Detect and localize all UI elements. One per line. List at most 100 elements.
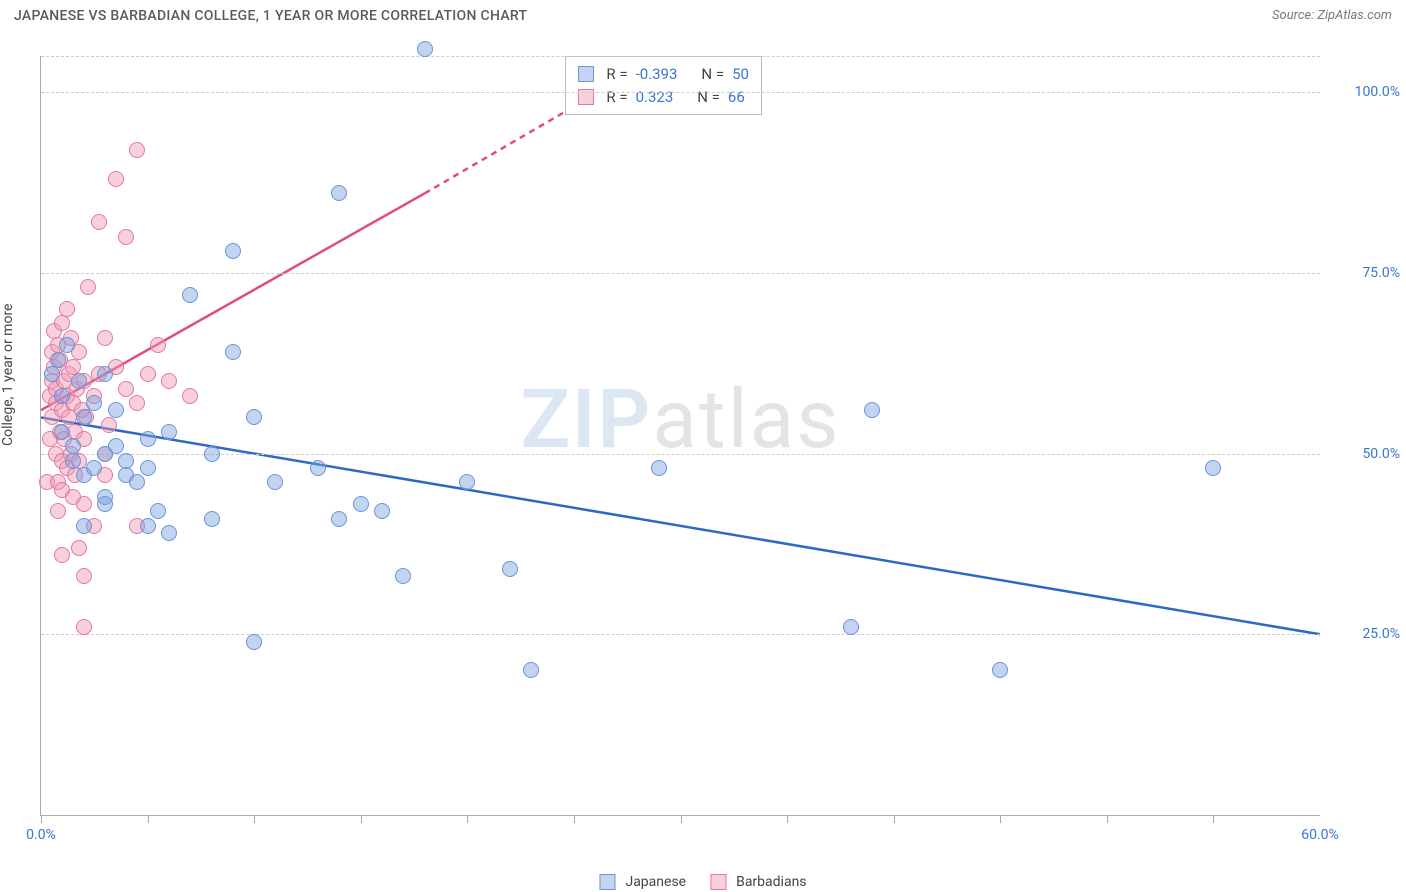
x-tick-label: 60.0%: [1301, 827, 1339, 843]
x-tick: [467, 815, 468, 823]
point-japanese: [204, 446, 220, 462]
point-barbadians: [50, 503, 66, 519]
trendlines-layer: [41, 56, 1320, 815]
series-legend: Japanese Barbadians: [599, 874, 806, 890]
y-tick-label: 75.0%: [1330, 265, 1400, 281]
point-barbadians: [150, 337, 166, 353]
source-label: Source: ZipAtlas.com: [1272, 8, 1392, 23]
stat-r-label: R =: [606, 86, 627, 109]
point-barbadians: [182, 388, 198, 404]
plot-area: ZIPatlas R =-0.393N =50R = 0.323N =66 25…: [40, 56, 1320, 816]
x-tick: [574, 815, 575, 823]
stats-box: R =-0.393N =50R = 0.323N =66: [565, 56, 762, 115]
point-barbadians: [118, 229, 134, 245]
point-barbadians: [97, 330, 113, 346]
point-japanese: [65, 453, 81, 469]
x-tick: [41, 815, 42, 823]
legend-item: Japanese: [599, 874, 686, 890]
point-barbadians: [59, 301, 75, 317]
x-tick: [254, 815, 255, 823]
stat-r-value: 0.323: [636, 86, 674, 109]
legend-swatch: [599, 874, 615, 890]
point-japanese: [44, 366, 60, 382]
stat-n-value: 50: [732, 63, 749, 86]
point-japanese: [310, 460, 326, 476]
point-japanese: [97, 366, 113, 382]
point-barbadians: [161, 373, 177, 389]
stat-n-label: N =: [697, 86, 720, 109]
point-japanese: [108, 402, 124, 418]
point-japanese: [76, 518, 92, 534]
point-japanese: [108, 438, 124, 454]
stats-row: R =-0.393N =50: [578, 63, 749, 86]
point-japanese: [140, 460, 156, 476]
gridline-h: [41, 92, 1320, 93]
point-japanese: [374, 503, 390, 519]
point-japanese: [864, 402, 880, 418]
point-japanese: [54, 388, 70, 404]
x-tick-label: 0.0%: [26, 827, 56, 843]
point-japanese: [129, 474, 145, 490]
point-japanese: [161, 525, 177, 541]
point-japanese: [523, 662, 539, 678]
point-japanese: [1205, 460, 1221, 476]
point-japanese: [992, 662, 1008, 678]
x-tick: [681, 815, 682, 823]
point-japanese: [86, 460, 102, 476]
chart-title: JAPANESE VS BARBADIAN COLLEGE, 1 YEAR OR…: [14, 8, 527, 24]
point-japanese: [97, 496, 113, 512]
point-japanese: [417, 41, 433, 57]
point-japanese: [140, 431, 156, 447]
point-barbadians: [80, 279, 96, 295]
legend-label: Japanese: [625, 874, 686, 890]
point-barbadians: [76, 619, 92, 635]
point-barbadians: [129, 142, 145, 158]
point-japanese: [161, 424, 177, 440]
stats-row: R = 0.323N =66: [578, 86, 749, 109]
y-tick-label: 25.0%: [1330, 626, 1400, 642]
point-japanese: [331, 185, 347, 201]
point-japanese: [54, 424, 70, 440]
x-tick: [894, 815, 895, 823]
point-japanese: [331, 511, 347, 527]
x-tick: [1213, 815, 1214, 823]
gridline-h: [41, 454, 1320, 455]
legend-swatch: [578, 66, 594, 82]
stat-r-label: R =: [606, 63, 627, 86]
point-japanese: [246, 634, 262, 650]
point-japanese: [71, 373, 87, 389]
point-japanese: [843, 619, 859, 635]
x-tick: [787, 815, 788, 823]
point-japanese: [225, 243, 241, 259]
point-japanese: [182, 287, 198, 303]
x-tick: [148, 815, 149, 823]
legend-swatch: [710, 874, 726, 890]
point-barbadians: [76, 496, 92, 512]
point-japanese: [651, 460, 667, 476]
point-japanese: [150, 503, 166, 519]
point-japanese: [353, 496, 369, 512]
legend-item: Barbadians: [710, 874, 806, 890]
point-barbadians: [118, 381, 134, 397]
x-tick: [1107, 815, 1108, 823]
point-barbadians: [140, 366, 156, 382]
point-japanese: [267, 474, 283, 490]
legend-label: Barbadians: [736, 874, 806, 890]
point-japanese: [86, 395, 102, 411]
point-barbadians: [129, 395, 145, 411]
gridline-h: [41, 56, 1320, 57]
point-barbadians: [91, 214, 107, 230]
point-japanese: [395, 568, 411, 584]
point-barbadians: [54, 547, 70, 563]
point-japanese: [50, 352, 66, 368]
y-tick-label: 100.0%: [1330, 84, 1400, 100]
x-tick: [1000, 815, 1001, 823]
point-japanese: [225, 344, 241, 360]
stat-r-value: -0.393: [636, 63, 678, 86]
point-barbadians: [54, 315, 70, 331]
point-barbadians: [101, 417, 117, 433]
point-japanese: [502, 561, 518, 577]
point-japanese: [246, 409, 262, 425]
legend-swatch: [578, 89, 594, 105]
point-japanese: [140, 518, 156, 534]
